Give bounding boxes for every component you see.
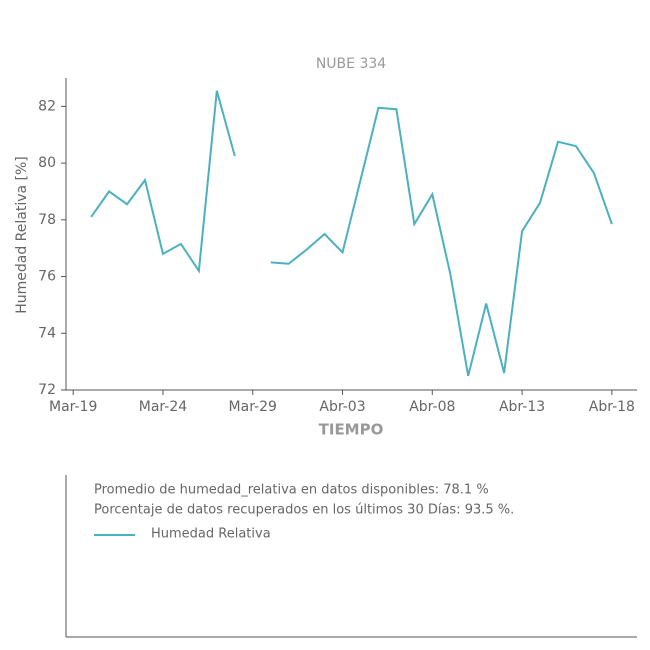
y-tick-label: 82 xyxy=(38,98,56,114)
x-tick-label: Mar-19 xyxy=(49,399,97,415)
y-tick-label: 80 xyxy=(38,155,56,171)
legend-label: Humedad Relativa xyxy=(151,527,271,542)
x-tick-label: Abr-08 xyxy=(409,399,455,415)
y-axis-label: Humedad Relativa [%] xyxy=(14,156,30,314)
x-tick-label: Abr-18 xyxy=(589,399,635,415)
chart-title: NUBE 334 xyxy=(316,56,386,72)
x-tick-label: Mar-24 xyxy=(139,399,187,415)
y-tick-label: 78 xyxy=(38,212,56,228)
annotation: Promedio de humedad_relativa en datos di… xyxy=(94,483,489,498)
data-line xyxy=(90,90,613,377)
x-axis-label: TIEMPO xyxy=(319,421,384,439)
x-tick-label: Abr-03 xyxy=(319,399,365,415)
x-tick-label: Mar-29 xyxy=(229,399,277,415)
y-tick-label: 74 xyxy=(38,325,56,341)
x-tick-label: Abr-13 xyxy=(499,399,545,415)
y-tick-label: 72 xyxy=(38,382,56,398)
y-tick-label: 76 xyxy=(38,269,56,285)
annotation: Porcentaje de datos recuperados en los ú… xyxy=(94,503,514,518)
